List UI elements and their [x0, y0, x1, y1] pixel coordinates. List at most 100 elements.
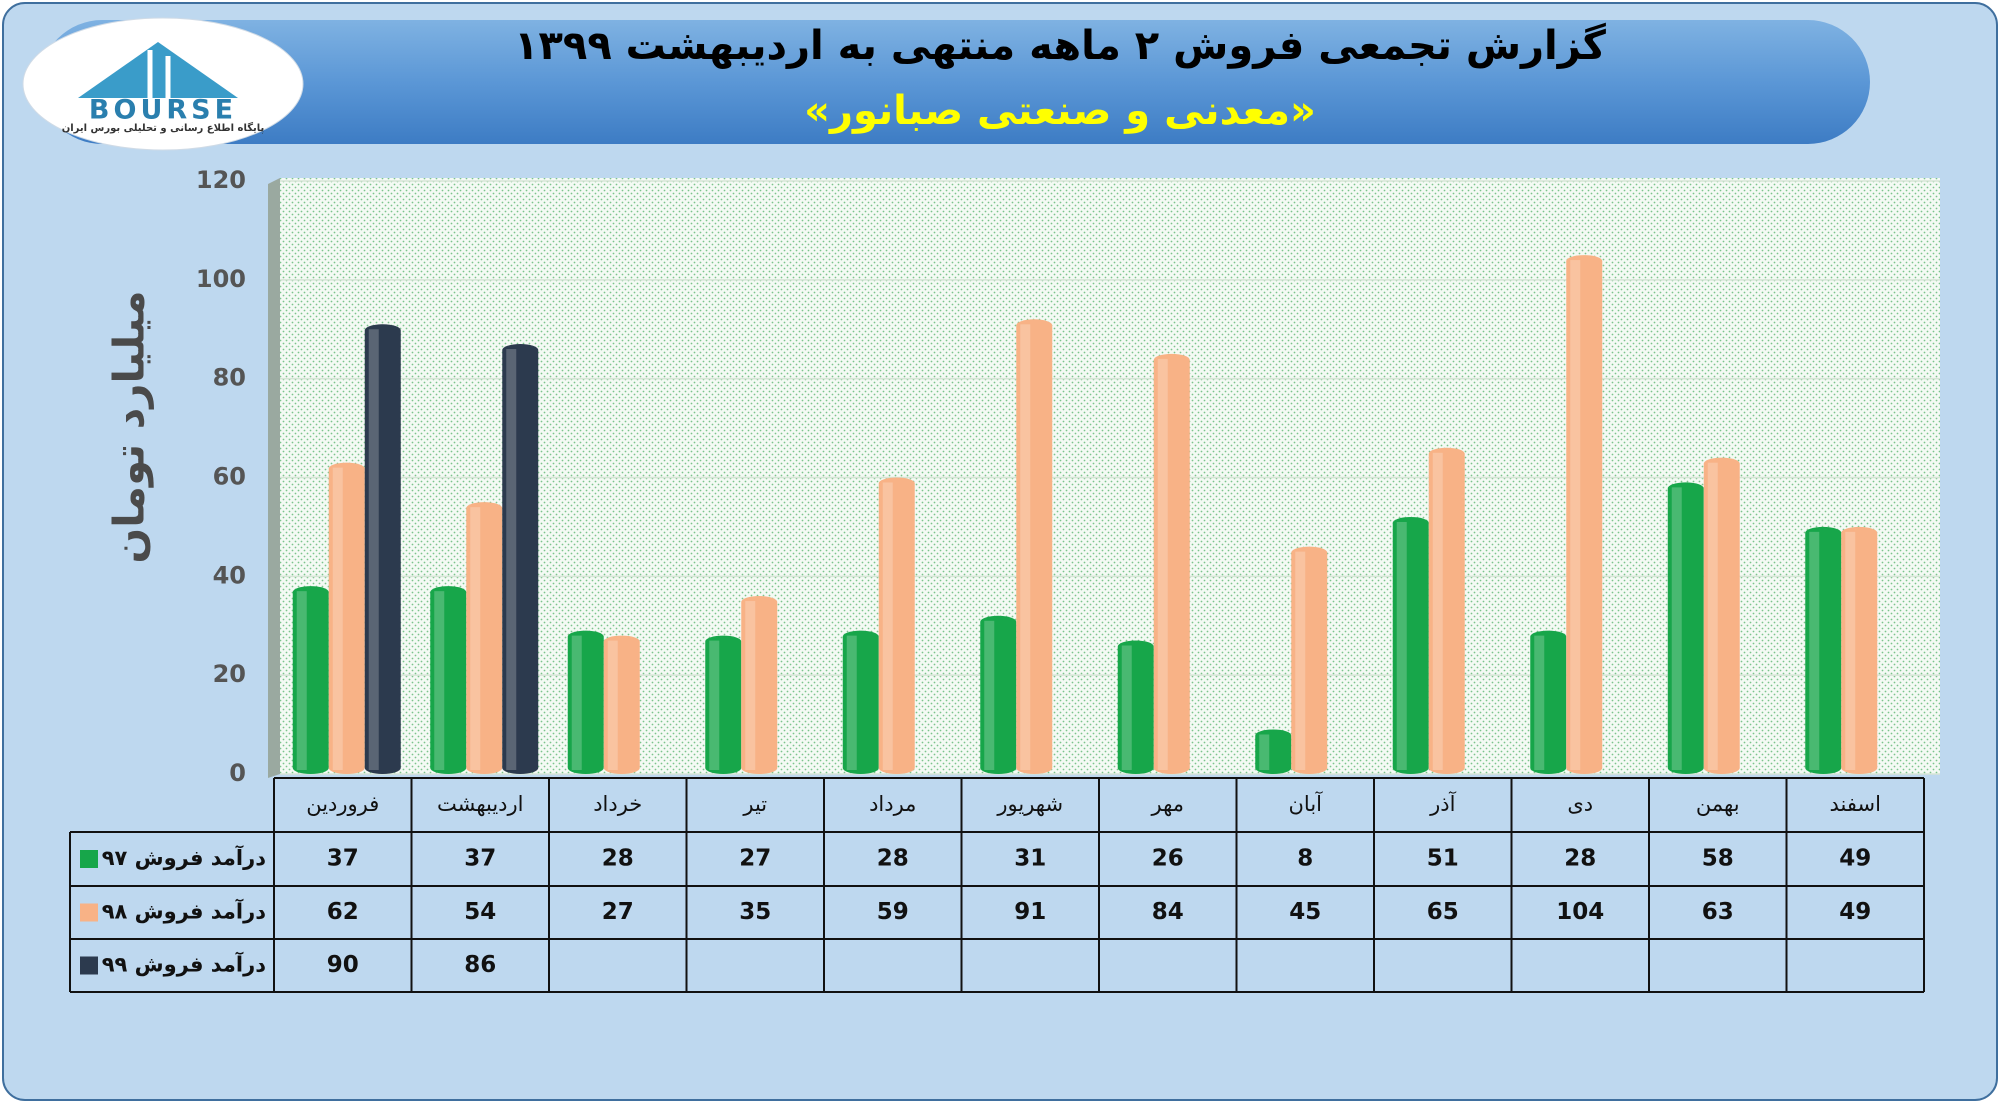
table-value: 31 [1014, 846, 1046, 872]
bar-shade [1570, 260, 1581, 770]
bar-shade [984, 620, 995, 770]
bar [1117, 640, 1154, 774]
table-value: 49 [1839, 846, 1871, 872]
bar [1291, 546, 1328, 774]
bar-shade [1809, 531, 1820, 770]
bar-shade [882, 482, 893, 770]
x-tick-label: اردیبهشت [437, 792, 524, 816]
x-tick-label: شهریور [996, 792, 1063, 816]
y-tick-label: 100 [196, 265, 246, 293]
bar-shade [607, 640, 618, 770]
table-value: 86 [464, 952, 496, 978]
bar [878, 477, 915, 774]
bar [1703, 457, 1740, 774]
bar-shade [745, 601, 756, 770]
table-value: 28 [602, 846, 634, 872]
table-value: 63 [1702, 899, 1734, 925]
logo-tagline: پایگاه اطلاع رسانی و تحلیلی بورس ایران [62, 121, 265, 134]
bar [1805, 526, 1842, 774]
table-value: 27 [602, 899, 634, 925]
bar-shade [1671, 487, 1682, 770]
bar [1667, 482, 1704, 774]
table-value: 59 [877, 899, 909, 925]
x-tick-label: مرداد [869, 792, 916, 816]
bar-shade [470, 507, 481, 770]
table-value: 49 [1839, 899, 1871, 925]
bar-shade [709, 640, 720, 770]
bar [1016, 319, 1053, 774]
y-tick-label: 0 [229, 759, 246, 787]
bar-shade [1432, 452, 1443, 770]
table-value: 62 [327, 899, 359, 925]
table-value: 51 [1427, 846, 1459, 872]
bar-shade [296, 591, 307, 770]
y-tick-label: 60 [213, 463, 246, 491]
bar [603, 635, 640, 774]
bar-shade [571, 635, 582, 770]
bar [1392, 516, 1429, 774]
x-tick-label: اسفند [1830, 792, 1881, 816]
bar-shade [1259, 734, 1270, 770]
table-value: 27 [739, 846, 771, 872]
y-tick-label: 120 [196, 166, 246, 194]
bar [430, 586, 467, 774]
legend-swatch [80, 903, 98, 922]
bar [1255, 729, 1292, 774]
x-tick-label: فروردین [306, 792, 379, 816]
bar-shade [1707, 462, 1718, 770]
y-tick-label: 20 [213, 660, 246, 688]
x-tick-label: آذر [1429, 791, 1456, 816]
table-value: 84 [1152, 899, 1184, 925]
bar-shade [846, 635, 857, 770]
y-tick-label: 80 [213, 364, 246, 392]
logo-name: BOURSE [89, 95, 237, 126]
legend-label: درآمد فروش ۹۸ [102, 899, 267, 924]
y-tick-label: 40 [213, 561, 246, 589]
table-value: 91 [1014, 899, 1046, 925]
bar-shade [1845, 531, 1856, 770]
x-tick-label: مهر [1150, 792, 1184, 816]
table-value: 26 [1152, 846, 1184, 872]
bar [1566, 255, 1603, 775]
logo-mark [78, 42, 238, 98]
bar [1530, 630, 1567, 774]
bar [980, 615, 1017, 774]
y-axis-label: میلیارد تومان [105, 290, 155, 563]
title-banner [40, 20, 1870, 144]
table-value: 65 [1427, 899, 1459, 925]
bar [502, 344, 539, 774]
table-value: 90 [327, 952, 359, 978]
x-tick-label: بهمن [1696, 792, 1740, 816]
table-value: 28 [1564, 846, 1596, 872]
chart-subtitle: «معدنی و صنعتی صبانور» [804, 88, 1316, 134]
bar [364, 324, 401, 774]
bar [328, 462, 365, 774]
x-tick-label: دی [1567, 792, 1593, 816]
bar [567, 630, 604, 774]
x-tick-label: خرداد [593, 792, 642, 816]
axis-wall [268, 178, 280, 778]
table-value: 8 [1297, 846, 1313, 872]
bar-shade [1534, 635, 1545, 770]
bar-shade [368, 329, 379, 770]
bar-shade [506, 349, 517, 770]
logo-mark [147, 50, 171, 98]
table-value: 35 [739, 899, 771, 925]
x-tick-label: آبان [1289, 791, 1324, 816]
bar [842, 630, 879, 774]
bar [1153, 353, 1190, 774]
bar-shade [1121, 645, 1132, 770]
table-value: 37 [327, 846, 359, 872]
table-value: 45 [1289, 899, 1321, 925]
bar [1841, 526, 1878, 774]
x-tick-label: تیر [742, 792, 767, 816]
table-value: 37 [464, 846, 496, 872]
bar [741, 596, 778, 774]
legend-label: درآمد فروش ۹۹ [102, 952, 267, 977]
chart-title: گزارش تجمعی فروش ۲ ماهه منتهی به اردیبهش… [514, 22, 1607, 69]
bar-shade [1396, 521, 1407, 770]
bar-shade [1020, 324, 1031, 770]
bar-shade [434, 591, 445, 770]
